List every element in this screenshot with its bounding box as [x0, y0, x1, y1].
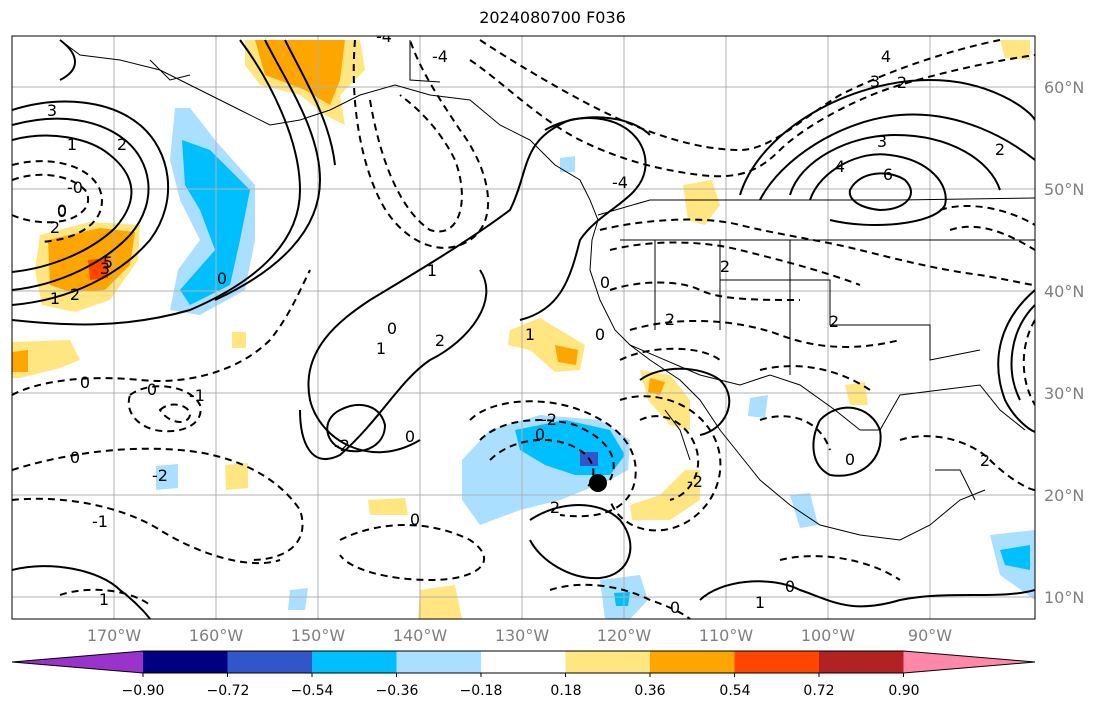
contour-label: 0	[80, 373, 90, 392]
contour-label: 0	[70, 448, 80, 467]
contour-label: 0	[670, 598, 680, 617]
contour-label: 2	[435, 331, 445, 350]
contour-label: -2	[541, 410, 557, 429]
lat-label-20n: 20°N	[1044, 486, 1085, 505]
lon-label-150w: 150°W	[290, 626, 346, 645]
lat-label-50n: 50°N	[1044, 180, 1085, 199]
colorbar-segment	[565, 651, 651, 673]
contour-label: 3	[100, 259, 110, 278]
contour-label: 1	[50, 289, 60, 308]
contour-label: -1	[189, 386, 205, 405]
contour-label: 0	[57, 201, 67, 220]
colorbar-segment	[903, 651, 1035, 673]
lat-label-10n: 10°N	[1044, 588, 1085, 607]
lon-label-90w: 90°W	[907, 626, 953, 645]
contour-label: -4	[376, 27, 392, 46]
contour-label: 0	[57, 202, 67, 221]
colorbar-segment	[312, 651, 397, 673]
lat-label-40n: 40°N	[1044, 282, 1085, 301]
colorbar-segment	[819, 651, 904, 673]
colorbar-tick-label: −0.18	[459, 683, 503, 699]
colorbar-tick-label: 0.90	[888, 683, 920, 699]
contour-label: 2	[50, 218, 60, 237]
contour-label: 4	[881, 47, 891, 66]
contour-label: -4	[612, 173, 628, 192]
contour-label: 2	[70, 285, 80, 304]
colorbar-segment	[143, 651, 228, 673]
lon-label-160w: 160°W	[188, 626, 244, 645]
colorbar-segment	[734, 651, 820, 673]
contour-label: -0	[67, 178, 83, 197]
contour-label: -2	[152, 466, 168, 485]
colorbar-tick-label: 0.72	[803, 683, 835, 699]
colorbar-segment	[650, 651, 735, 673]
colorbar-segment	[227, 651, 313, 673]
contour-label: 2	[980, 451, 990, 470]
contour-label: 0	[600, 273, 610, 292]
contour-label: 0	[535, 425, 545, 444]
lat-label-60n: 60°N	[1044, 78, 1085, 97]
contour-label: 2	[995, 140, 1005, 159]
colorbar	[11, 650, 1036, 677]
contour-label: 0	[595, 325, 605, 344]
contour-label: -1	[92, 512, 108, 531]
contour-label: 3	[47, 101, 57, 120]
contour-label: 0	[387, 319, 397, 338]
lon-label-170w: 170°W	[86, 626, 142, 645]
contour-label: 2	[117, 135, 127, 154]
colorbar-tick-label: −0.54	[290, 683, 334, 699]
contour-label: -4	[432, 47, 448, 66]
lon-label-100w: 100°W	[800, 626, 856, 645]
contour-label: 2	[665, 310, 675, 329]
contour-label: 3	[870, 72, 880, 91]
colorbar-tick-label: −0.72	[206, 683, 250, 699]
contour-label: 1	[99, 590, 109, 609]
contour-label: -2	[334, 436, 350, 455]
contour-label: 5	[103, 253, 113, 272]
contours	[12, 39, 1035, 619]
lon-label-110w: 110°W	[698, 626, 754, 645]
lat-label-30n: 30°N	[1044, 384, 1085, 403]
contour-label: 1	[427, 261, 437, 280]
colorbar-segment	[481, 651, 566, 673]
contour-label: 4	[835, 157, 845, 176]
contour-label: 6	[883, 165, 893, 184]
lon-label-120w: 120°W	[596, 626, 652, 645]
lon-label-140w: 140°W	[392, 626, 448, 645]
contour-label: 1	[376, 339, 386, 358]
contour-label: 3	[877, 132, 887, 151]
contour-label: 0	[147, 380, 157, 399]
storm-center-marker	[589, 474, 607, 492]
colorbar-tick-label: −0.90	[121, 683, 165, 699]
contour-label: 0	[410, 510, 420, 529]
contour-label: 0	[405, 427, 415, 446]
colorbar-segment	[12, 651, 143, 673]
contour-label: 1	[755, 593, 765, 612]
contour-label: 2	[897, 73, 907, 92]
colorbar-tick-label: −0.36	[375, 683, 419, 699]
map-title: 2024080700 F036	[479, 8, 626, 27]
contour-label: 2	[720, 257, 730, 276]
contour-label: 0	[785, 577, 795, 596]
colorbar-tick-label: 0.36	[634, 683, 666, 699]
contour-label: 2	[550, 498, 560, 517]
contour-label: 1	[525, 325, 535, 344]
dashed-contours	[12, 39, 1035, 619]
contour-label: -2	[687, 472, 703, 491]
contour-label: 1	[67, 135, 77, 154]
colorbar-tick-label: 0.54	[719, 683, 751, 699]
contour-label: 2	[829, 312, 839, 331]
contour-label: 0	[217, 269, 227, 288]
colorbar-segment	[396, 651, 482, 673]
lon-label-130w: 130°W	[494, 626, 550, 645]
colorbar-tick-label: 0.18	[550, 683, 582, 699]
contour-label: 0	[845, 450, 855, 469]
